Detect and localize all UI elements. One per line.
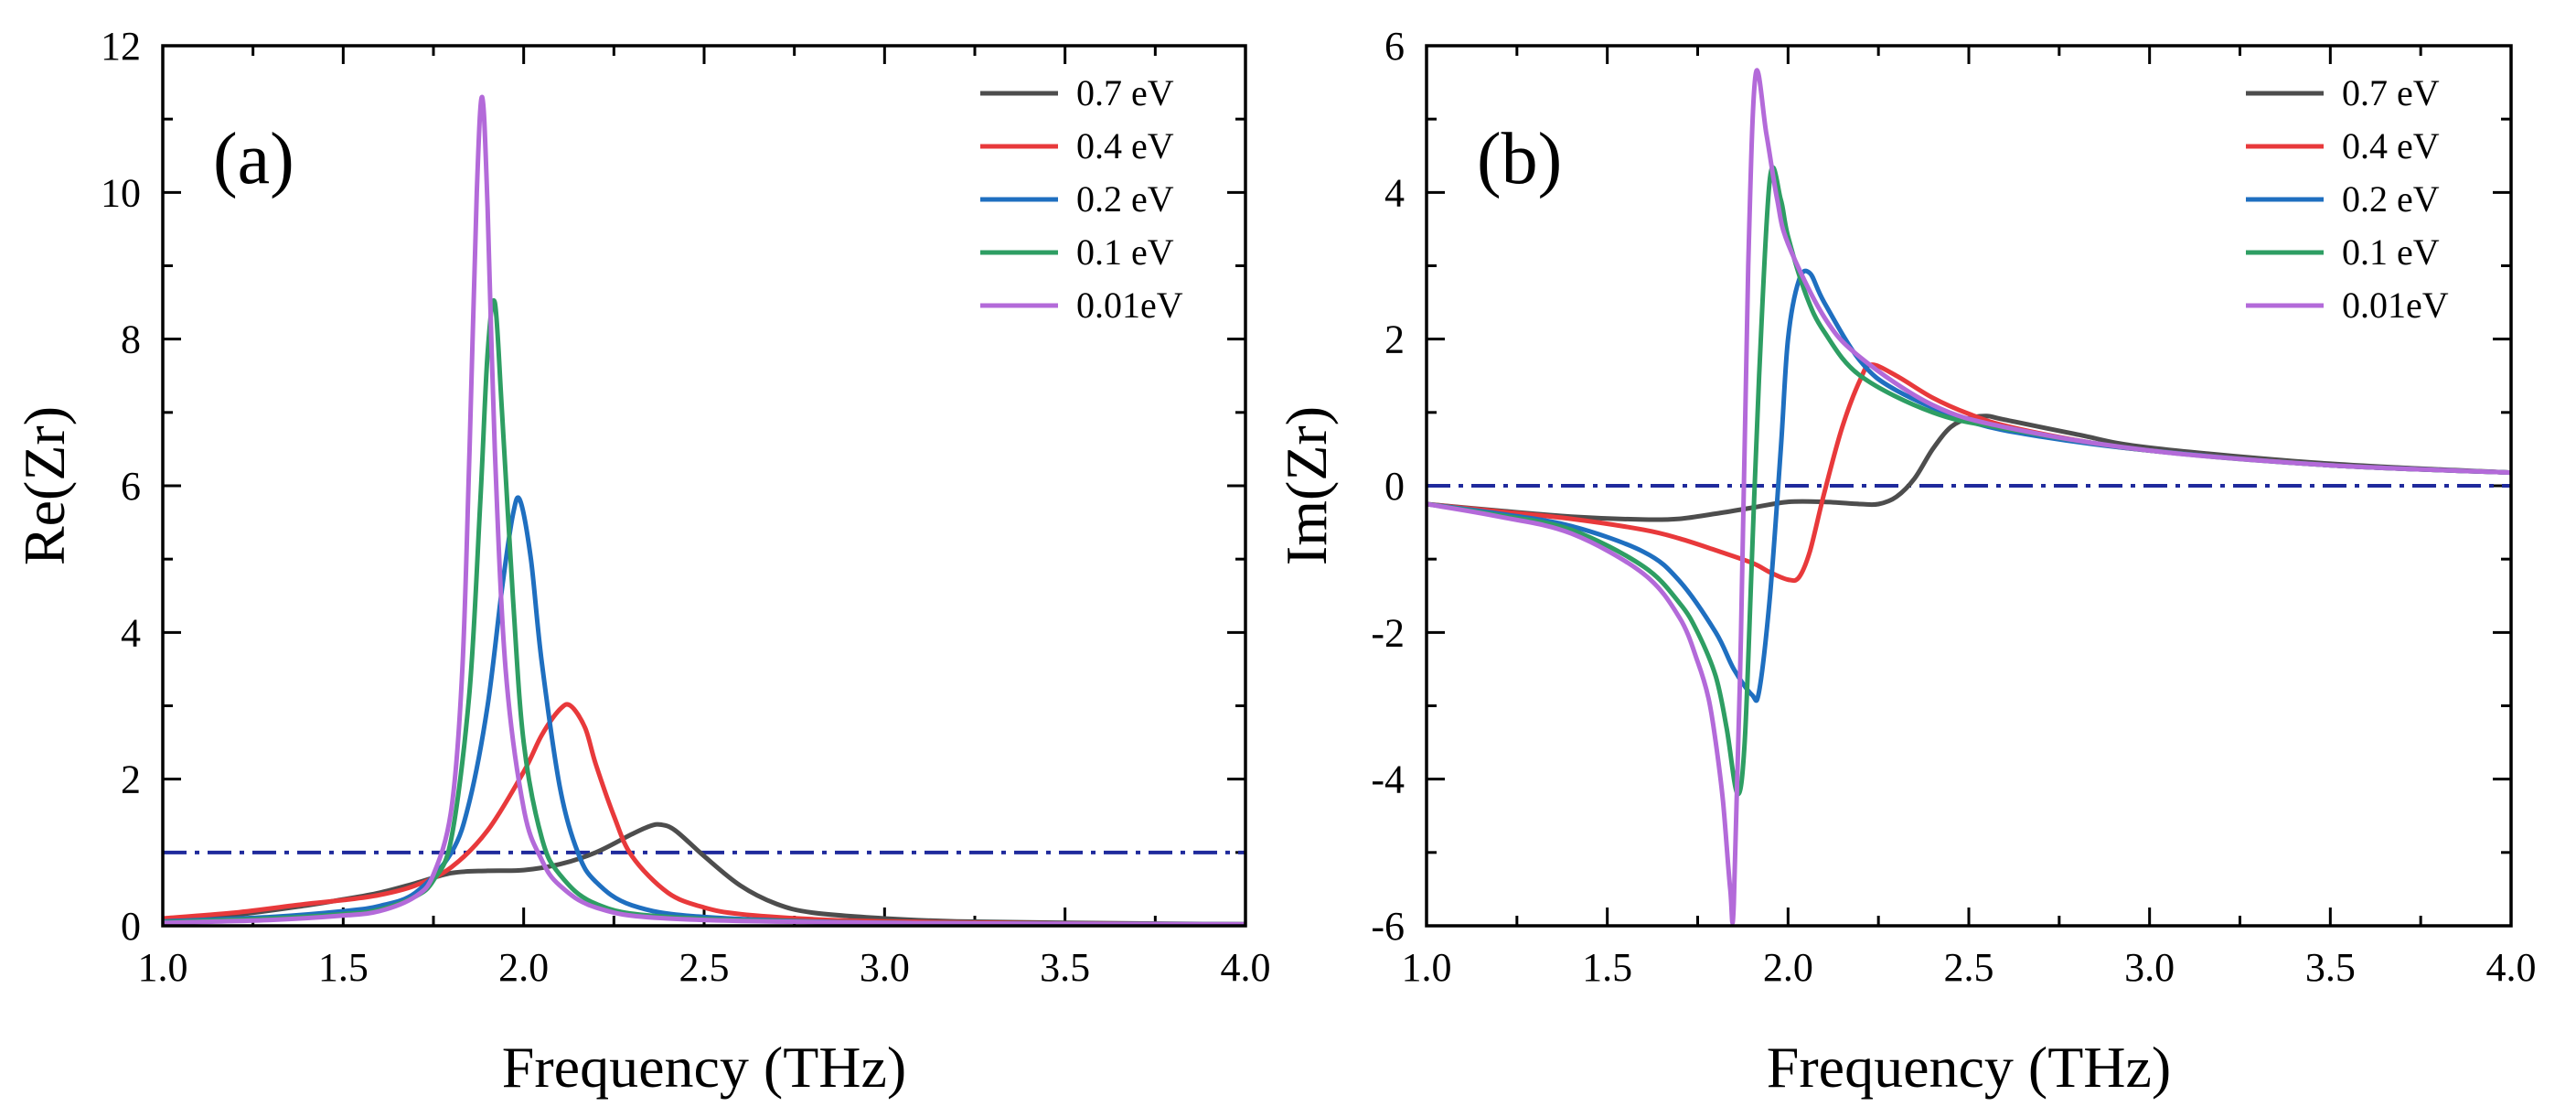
x-tick-label: 4.0	[1221, 945, 1271, 990]
x-axis-title: Frequency (THz)	[502, 1035, 906, 1100]
panel-b: 1.0 1.5 2.0 2.5 3.0 3.5 4.0 -6 -4 -2 0 2 4 6 Frequency…	[1274, 24, 2537, 1100]
plot-frame	[161, 44, 1247, 928]
y-tick-label: 10	[101, 170, 141, 215]
series-line-0.4eV	[163, 702, 1245, 926]
x-tick-label: 1.5	[1582, 945, 1632, 990]
x-tick-label: 2.0	[1763, 945, 1813, 990]
series-line-0.1eV	[163, 298, 1245, 926]
y-tick-label: 6	[121, 464, 141, 509]
y-tick-label: 12	[101, 24, 141, 69]
y-tick-label: 6	[1384, 24, 1405, 69]
x-tick-label: 1.5	[318, 945, 369, 990]
panel-a: 1.0 1.5 2.0 2.5 3.0 3.5 4.0 0 2 4 6 8 10 12 Frequency …	[12, 24, 1271, 1100]
y-tick-label: 0	[121, 904, 141, 949]
legend-label: 0.1 eV	[1076, 231, 1174, 273]
y-axis-title: Im(Zr)	[1274, 406, 1339, 565]
legend-label: 0.01eV	[2342, 285, 2449, 326]
x-tick-label: 2.5	[679, 945, 730, 990]
legend-label: 0.01eV	[1076, 285, 1183, 326]
x-tick-label: 1.0	[1402, 945, 1452, 990]
legend-label: 0.2 eV	[2342, 178, 2440, 220]
legend-label: 0.1 eV	[2342, 231, 2440, 273]
x-tick-label: 2.5	[1944, 945, 1994, 990]
y-tick-label: 2	[121, 757, 141, 802]
y-tick-label: -2	[1371, 610, 1405, 655]
y-axis-title: Re(Zr)	[12, 406, 77, 565]
x-axis-title: Frequency (THz)	[1767, 1035, 2171, 1100]
series-line-0.4eV	[1427, 362, 2511, 584]
legend-label: 0.4 eV	[1076, 125, 1174, 166]
y-tick-label: -6	[1371, 904, 1405, 949]
legend: 0.7 eV 0.4 eV 0.2 eV 0.1 eV 0.01eV	[2246, 72, 2449, 326]
series-line-0.7eV	[1427, 414, 2511, 522]
x-tick-label: 3.5	[1040, 945, 1090, 990]
legend-label: 0.2 eV	[1076, 178, 1174, 220]
series-line-0.2eV	[163, 495, 1245, 926]
plot-area	[1427, 68, 2511, 926]
x-tick-label: 3.0	[860, 945, 910, 990]
y-tick-label: 8	[121, 317, 141, 362]
y-tick-label: 4	[1384, 170, 1405, 215]
x-tick-label: 3.5	[2305, 945, 2356, 990]
x-tick-label: 1.0	[138, 945, 188, 990]
legend: 0.7 eV 0.4 eV 0.2 eV 0.1 eV 0.01eV	[980, 72, 1183, 326]
y-tick-label: 2	[1384, 317, 1405, 362]
panel-label: (b)	[1477, 119, 1562, 199]
plot-frame	[1425, 44, 2513, 928]
panel-label: (a)	[213, 119, 294, 199]
x-tick-label: 4.0	[2486, 945, 2537, 990]
y-tick-label: -4	[1371, 757, 1405, 802]
plot-area	[163, 94, 1245, 926]
series-line-0.01eV	[1427, 68, 2511, 926]
x-tick-label: 2.0	[498, 945, 549, 990]
legend-label: 0.7 eV	[2342, 72, 2440, 113]
legend-label: 0.4 eV	[2342, 125, 2440, 166]
y-tick-label: 4	[121, 610, 141, 655]
series-line-0.01eV	[163, 94, 1245, 926]
y-tick-label: 0	[1384, 464, 1405, 509]
legend-label: 0.7 eV	[1076, 72, 1174, 113]
x-tick-label: 3.0	[2124, 945, 2175, 990]
